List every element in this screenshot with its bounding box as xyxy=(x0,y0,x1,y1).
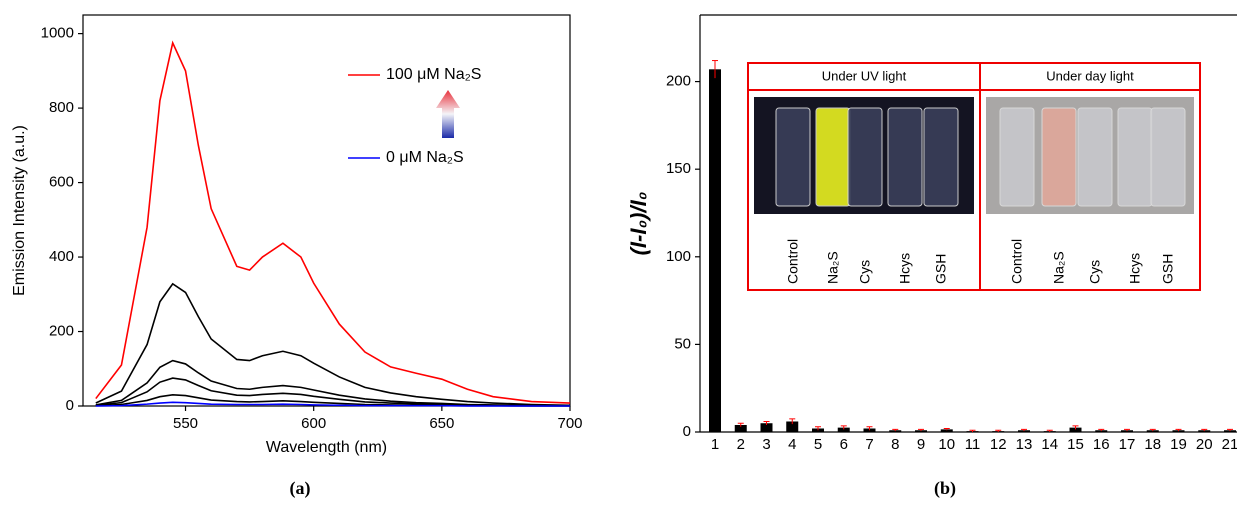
vial-label: Control xyxy=(785,239,801,284)
x-tick-label: 18 xyxy=(1144,436,1161,453)
x-tick-label: 12 xyxy=(990,436,1007,453)
vial-label: Hcys xyxy=(897,253,913,284)
spectrum-line xyxy=(95,282,571,407)
y-tick-label: 200 xyxy=(49,322,74,339)
x-tick-label: 6 xyxy=(840,436,848,453)
y-tick-label: 0 xyxy=(683,423,691,440)
x-tick-label: 5 xyxy=(814,436,822,453)
y-tick-label: 1000 xyxy=(41,25,74,42)
plot-frame xyxy=(82,14,571,407)
inset-title: Under UV light xyxy=(822,68,907,83)
x-tick-label: 8 xyxy=(891,436,899,453)
legend-label: 100 μM Na₂S xyxy=(386,66,481,83)
x-tick-label: 11 xyxy=(965,436,981,453)
legend-label: 0 μM Na₂S xyxy=(386,149,464,166)
y-tick-label: 200 xyxy=(666,73,691,90)
vial xyxy=(1077,107,1113,207)
vial xyxy=(775,107,811,207)
x-tick-label: 650 xyxy=(429,415,454,432)
vial xyxy=(815,107,851,207)
x-tick-label: 13 xyxy=(1016,436,1033,453)
vial-label: Na₂S xyxy=(1051,251,1067,284)
vial xyxy=(887,107,923,207)
x-tick-label: 16 xyxy=(1093,436,1110,453)
vial-label: Cys xyxy=(1087,260,1103,284)
y-axis-label: (I-I₀)/I₀ xyxy=(626,192,651,256)
x-axis-label: Wavelength (nm) xyxy=(266,439,387,456)
x-tick-label: 19 xyxy=(1170,436,1187,453)
bar xyxy=(734,424,747,432)
x-tick-label: 14 xyxy=(1041,436,1058,453)
spectrum-line xyxy=(95,401,570,407)
x-tick-label: 3 xyxy=(762,436,770,453)
vial xyxy=(1117,107,1153,207)
vial-label: GSH xyxy=(1160,254,1176,284)
spectrum-line xyxy=(95,40,571,404)
y-tick-label: 800 xyxy=(49,99,74,116)
bar xyxy=(786,421,799,432)
x-tick-label: 7 xyxy=(865,436,873,453)
y-tick-label: 0 xyxy=(66,397,74,414)
x-tick-label: 700 xyxy=(557,415,582,432)
vial-label: Cys xyxy=(857,260,873,284)
vial xyxy=(923,107,959,207)
x-tick-label: 10 xyxy=(938,436,955,453)
spectrum-line xyxy=(95,377,570,407)
y-tick-label: 50 xyxy=(674,335,691,352)
bar xyxy=(760,423,773,432)
vial-label: Na₂S xyxy=(825,251,841,284)
vial-label: GSH xyxy=(933,254,949,284)
bar xyxy=(1069,427,1082,432)
x-tick-label: 1 xyxy=(711,436,719,453)
x-tick-label: 2 xyxy=(737,436,745,453)
vial xyxy=(1041,107,1077,207)
x-tick-label: 550 xyxy=(173,415,198,432)
x-tick-label: 9 xyxy=(917,436,925,453)
bar xyxy=(940,429,953,432)
legend-arrow xyxy=(436,90,460,138)
x-tick-label: 21 xyxy=(1222,436,1237,453)
x-tick-label: 17 xyxy=(1119,436,1136,453)
x-tick-label: 4 xyxy=(788,436,796,453)
inset-title: Under day light xyxy=(1046,68,1134,83)
spectrum-line xyxy=(95,359,571,407)
bar xyxy=(837,427,850,432)
y-axis-label: Emission Intensity (a.u.) xyxy=(11,125,28,296)
x-tick-label: 600 xyxy=(301,415,326,432)
caption: (b) xyxy=(934,478,956,499)
vial-label: Hcys xyxy=(1127,253,1143,284)
y-tick-label: 400 xyxy=(49,248,74,265)
y-tick-label: 150 xyxy=(666,160,691,177)
vial xyxy=(847,107,883,207)
caption: (a) xyxy=(290,478,311,499)
vial xyxy=(999,107,1035,207)
y-tick-label: 600 xyxy=(49,174,74,191)
y-tick-label: 100 xyxy=(666,248,691,265)
bar xyxy=(709,69,721,432)
vial xyxy=(1150,107,1186,207)
x-tick-label: 15 xyxy=(1067,436,1084,453)
x-tick-label: 20 xyxy=(1196,436,1213,453)
vial-label: Control xyxy=(1009,239,1025,284)
